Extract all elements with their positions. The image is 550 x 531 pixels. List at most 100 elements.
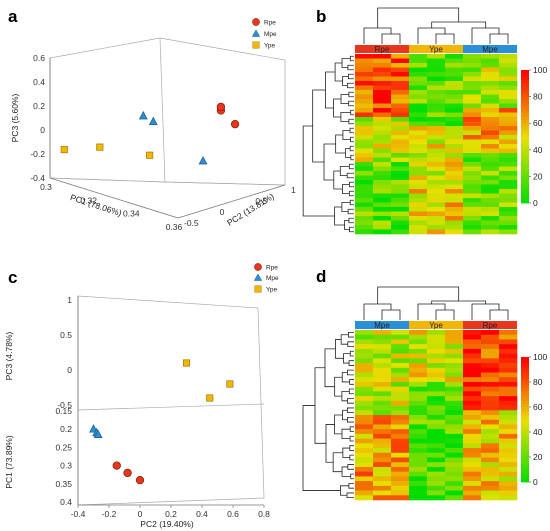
heatmap-cell (355, 353, 374, 359)
heatmap-cell (427, 198, 446, 203)
heatmap-cell (409, 353, 428, 359)
heatmap-cell (499, 466, 518, 472)
heatmap-cell (445, 126, 464, 131)
heatmap-cell (355, 126, 374, 131)
dendrogram-branch (435, 309, 455, 320)
colorbar-segment (521, 366, 529, 370)
colorbar-segment (521, 372, 529, 377)
heatmap-cell (445, 184, 464, 190)
heatmap-cell (445, 220, 464, 226)
dendrogram-branch (489, 33, 509, 44)
pc2-axis-label: PC2 (19.40%) (140, 519, 194, 529)
heatmap-cell (481, 353, 500, 359)
heatmap-cell (391, 139, 410, 145)
heatmap-cell (445, 130, 464, 136)
heatmap-cell (481, 424, 500, 430)
heatmap-cell (445, 58, 464, 64)
dendrogram-branch (489, 309, 509, 320)
group-label-ype: Ype (429, 45, 443, 54)
heatmap-cell (409, 452, 428, 458)
colorbar-segment (521, 394, 529, 399)
colorbar-segment (521, 385, 529, 389)
heatmap-cell (373, 153, 392, 158)
colorbar-segment (521, 469, 529, 474)
heatmap-cell (355, 90, 374, 95)
heatmap-cell (355, 363, 374, 369)
heatmap-cell (427, 63, 446, 68)
heatmap-cell (499, 198, 518, 203)
group-bar-mpe (463, 45, 517, 53)
heatmap-cell (463, 189, 482, 194)
heatmap-cell (409, 419, 428, 425)
heatmap-cell (409, 372, 428, 378)
heatmap-cell (481, 171, 500, 176)
dendrogram-branch (349, 445, 354, 451)
colorbar-segment (521, 109, 529, 114)
heatmap-cell (409, 443, 428, 449)
heatmap-cell (391, 448, 410, 454)
heatmap-cell (409, 344, 428, 350)
heatmap-cell (445, 400, 464, 406)
heatmap-cell (409, 121, 428, 127)
heatmap-cell (481, 433, 500, 439)
heatmap-cell (409, 490, 428, 496)
colorbar-segment (521, 382, 529, 386)
heatmap-cell (427, 353, 446, 359)
heatmap-cell (355, 410, 374, 416)
colorbar-segment (521, 388, 529, 392)
colorbar-tick-label: 80 (533, 92, 543, 102)
group-label-mpe: Mpe (374, 321, 390, 330)
heatmap-cell (355, 130, 374, 136)
heatmap-cell (481, 476, 500, 482)
heatmap-cell (427, 363, 446, 369)
dendrogram-branch (348, 190, 354, 197)
heatmap-cell (463, 211, 482, 217)
heatmap-cell (427, 457, 446, 463)
colorbar-segment (521, 183, 529, 187)
dendrogram-branch (350, 154, 354, 161)
heatmap-cell (427, 438, 446, 444)
heatmap-cell (481, 410, 500, 416)
heatmap-cell (409, 363, 428, 369)
heatmap-cell (355, 485, 374, 491)
heatmap-cell (499, 184, 518, 190)
y-tick-label: 1 (291, 185, 296, 195)
colorbar-tick-label: 100 (533, 352, 547, 362)
heatmap-cell (481, 211, 500, 217)
heatmap-cell (445, 171, 464, 176)
heatmap-cell (409, 405, 428, 411)
heatmap-cell (463, 438, 482, 444)
dendrogram-branch (346, 172, 354, 179)
dendrogram-branch (348, 100, 354, 107)
heatmap-cell (373, 344, 392, 350)
heatmap-cell (409, 391, 428, 397)
heatmap-cell (427, 358, 446, 364)
heatmap-cell (445, 339, 464, 345)
legend-marker-ype (254, 285, 262, 293)
heatmap-cell (409, 424, 428, 430)
dendrogram-branch (347, 369, 354, 376)
dendrogram-branch (348, 360, 354, 366)
dendrogram-branch (350, 109, 354, 116)
heatmap-cell (427, 229, 446, 235)
heatmap-cell (427, 391, 446, 397)
colorbar-segment (521, 444, 529, 449)
heatmap-cell (481, 391, 500, 397)
heatmap-d (355, 330, 518, 501)
data-point-ype (60, 146, 68, 154)
heatmap-cell (427, 377, 446, 383)
dendrogram-branch (340, 334, 349, 345)
heatmap-cell (499, 211, 518, 217)
dendrogram-branch (347, 398, 354, 404)
heatmap-cell (427, 166, 446, 172)
panel-label-d: d (316, 267, 326, 286)
heatmap-cell (409, 184, 428, 190)
pca-box-back (49, 37, 286, 186)
heatmap-cell (481, 198, 500, 203)
y-tick-label: 0.2 (60, 424, 72, 434)
heatmap-cell (463, 495, 482, 501)
heatmap-cell (481, 448, 500, 454)
heatmap-cell (463, 121, 482, 127)
heatmap-cell (409, 144, 428, 149)
heatmap-cell (481, 330, 500, 336)
